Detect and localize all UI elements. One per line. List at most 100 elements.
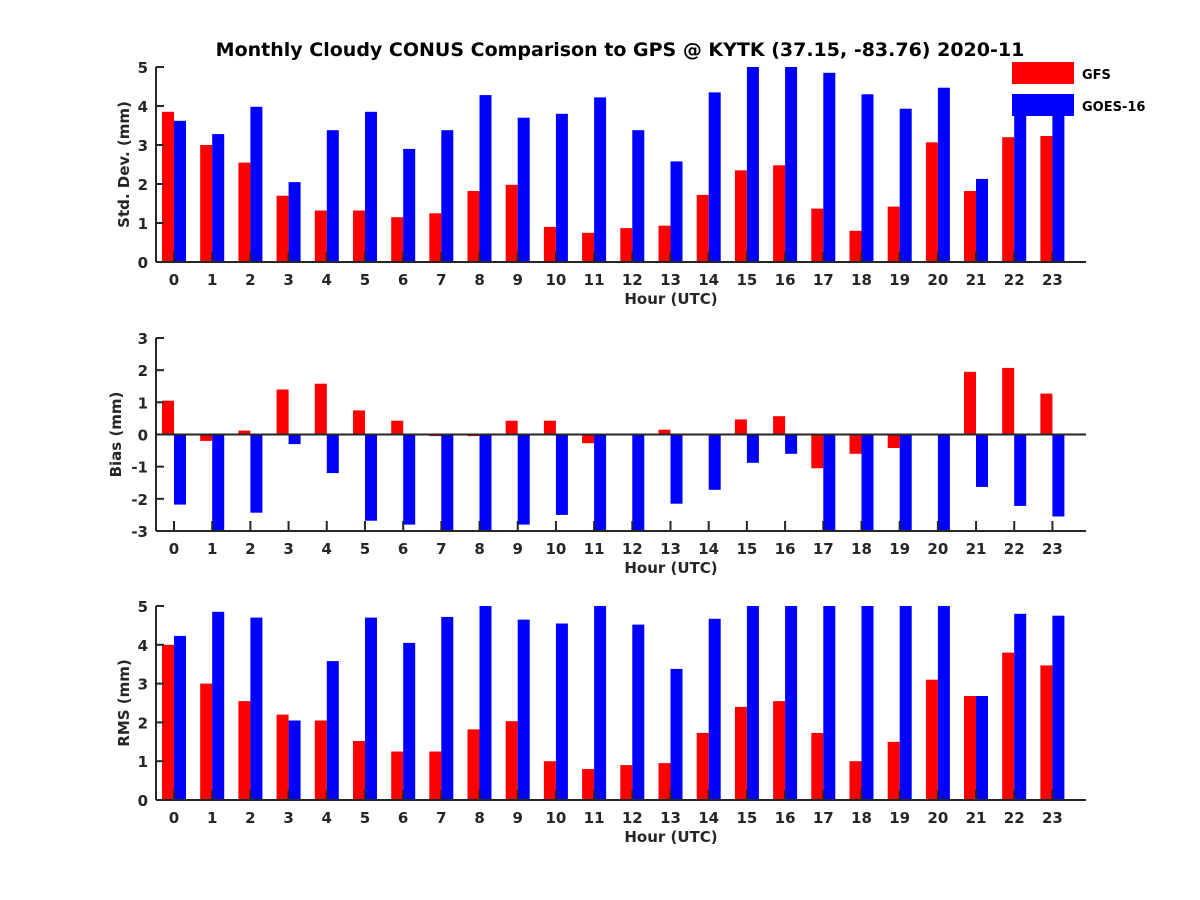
x-tick-label: 11 — [584, 540, 605, 558]
legend-swatch-goes16 — [1012, 94, 1074, 116]
bar-goes16-hour-17 — [823, 434, 836, 531]
y-tick-label: 0 — [138, 792, 148, 810]
bar-gfs-hour-8 — [467, 191, 480, 262]
bar-gfs-hour-12 — [620, 765, 633, 800]
bar-goes16-hour-16 — [785, 67, 798, 262]
y-tick-label: 3 — [138, 676, 148, 694]
bar-goes16-hour-3 — [288, 182, 301, 262]
y-tick-label: 5 — [138, 59, 148, 77]
x-tick-label: 18 — [851, 271, 872, 289]
bar-goes16-hour-5 — [365, 111, 377, 262]
bar-goes16-hour-2 — [250, 434, 263, 513]
bar-goes16-hour-15 — [746, 434, 759, 463]
bar-gfs-hour-12 — [620, 228, 633, 262]
x-tick-label: 20 — [927, 809, 948, 827]
y-tick-label: 2 — [138, 176, 148, 194]
bar-gfs-hour-22 — [1002, 137, 1015, 262]
bar-gfs-hour-15 — [734, 706, 747, 800]
x-tick-label: 1 — [207, 809, 217, 827]
bar-gfs-hour-19 — [887, 206, 900, 262]
legend-label-goes16: GOES-16 — [1082, 100, 1145, 115]
bar-goes16-hour-10 — [555, 113, 568, 262]
bar-goes16-hour-16 — [785, 606, 798, 800]
y-tick-label: 4 — [138, 98, 148, 116]
x-tick-label: 18 — [851, 809, 872, 827]
bar-gfs-hour-17 — [811, 434, 824, 469]
x-tick-label: 3 — [283, 271, 293, 289]
bar-gfs-hour-20 — [925, 142, 938, 262]
bar-gfs-hour-0 — [162, 644, 174, 800]
bar-gfs-hour-11 — [582, 232, 595, 263]
bar-goes16-hour-23 — [1052, 615, 1065, 800]
bar-gfs-hour-9 — [505, 420, 518, 435]
y-tick-label: -3 — [131, 523, 148, 541]
x-tick-label: 15 — [736, 540, 757, 558]
y-tick-label: -1 — [131, 459, 148, 477]
bar-goes16-hour-15 — [746, 606, 759, 800]
bar-gfs-hour-6 — [391, 217, 404, 262]
x-tick-label: 5 — [360, 271, 370, 289]
bar-goes16-hour-8 — [479, 434, 492, 531]
y-tick-label: 0 — [138, 254, 148, 272]
x-tick-label: 16 — [775, 271, 796, 289]
bar-goes16-hour-18 — [861, 434, 874, 531]
bar-goes16-hour-1 — [212, 134, 225, 262]
x-tick-label: 15 — [736, 809, 757, 827]
bar-gfs-hour-21 — [964, 696, 976, 800]
x-tick-label: 6 — [398, 809, 408, 827]
bar-goes16-hour-19 — [899, 108, 912, 262]
bar-goes16-hour-13 — [670, 161, 683, 262]
bar-goes16-hour-4 — [326, 661, 339, 800]
bar-gfs-hour-17 — [811, 208, 824, 262]
bar-gfs-hour-2 — [238, 162, 251, 262]
bar-gfs-hour-11 — [582, 434, 595, 444]
bar-gfs-hour-10 — [543, 761, 556, 800]
y-tick-label: 1 — [138, 394, 148, 412]
x-tick-label: 2 — [245, 809, 255, 827]
bar-gfs-hour-15 — [734, 419, 747, 435]
bar-goes16-hour-6 — [403, 642, 416, 800]
x-tick-label: 11 — [584, 271, 605, 289]
y-tick-label: 0 — [138, 427, 148, 445]
x-tick-label: 13 — [660, 271, 681, 289]
bar-gfs-hour-18 — [849, 230, 862, 262]
bar-gfs-hour-21 — [964, 371, 976, 435]
x-tick-label: 23 — [1042, 271, 1063, 289]
bar-gfs-hour-16 — [773, 165, 786, 262]
x-tick-label: 1 — [207, 540, 217, 558]
bar-gfs-hour-19 — [887, 434, 900, 448]
x-tick-label: 10 — [545, 540, 566, 558]
chart-title: Monthly Cloudy CONUS Comparison to GPS @… — [216, 39, 1025, 61]
x-tick-label: 13 — [660, 809, 681, 827]
bar-goes16-hour-9 — [517, 117, 530, 262]
bar-goes16-hour-7 — [441, 130, 454, 262]
bar-gfs-hour-3 — [276, 714, 289, 800]
bar-goes16-hour-9 — [517, 619, 530, 800]
x-tick-label: 2 — [245, 271, 255, 289]
bar-goes16-hour-20 — [937, 434, 950, 531]
y-tick-label: 1 — [138, 215, 148, 233]
bar-gfs-hour-14 — [696, 194, 709, 262]
bar-goes16-hour-7 — [441, 616, 454, 800]
y-tick-label: 2 — [138, 714, 148, 732]
bar-goes16-hour-0 — [174, 434, 186, 505]
bar-goes16-hour-10 — [555, 434, 568, 515]
x-tick-label: 17 — [813, 809, 834, 827]
bar-goes16-hour-15 — [746, 67, 759, 262]
bar-gfs-hour-7 — [429, 213, 442, 263]
x-tick-label: 7 — [436, 540, 446, 558]
bar-gfs-hour-13 — [658, 763, 671, 800]
x-tick-label: 8 — [474, 809, 484, 827]
x-tick-label: 3 — [283, 809, 293, 827]
x-tick-label: 4 — [322, 540, 332, 558]
x-tick-label: 3 — [283, 540, 293, 558]
y-axis-label: Std. Dev. (mm) — [115, 101, 133, 228]
bar-goes16-hour-1 — [212, 611, 225, 800]
bar-gfs-hour-1 — [200, 434, 213, 441]
bar-goes16-hour-13 — [670, 434, 683, 504]
bar-goes16-hour-11 — [594, 606, 607, 800]
x-tick-label: 17 — [813, 271, 834, 289]
bar-goes16-hour-4 — [326, 130, 339, 262]
x-tick-label: 0 — [169, 540, 179, 558]
